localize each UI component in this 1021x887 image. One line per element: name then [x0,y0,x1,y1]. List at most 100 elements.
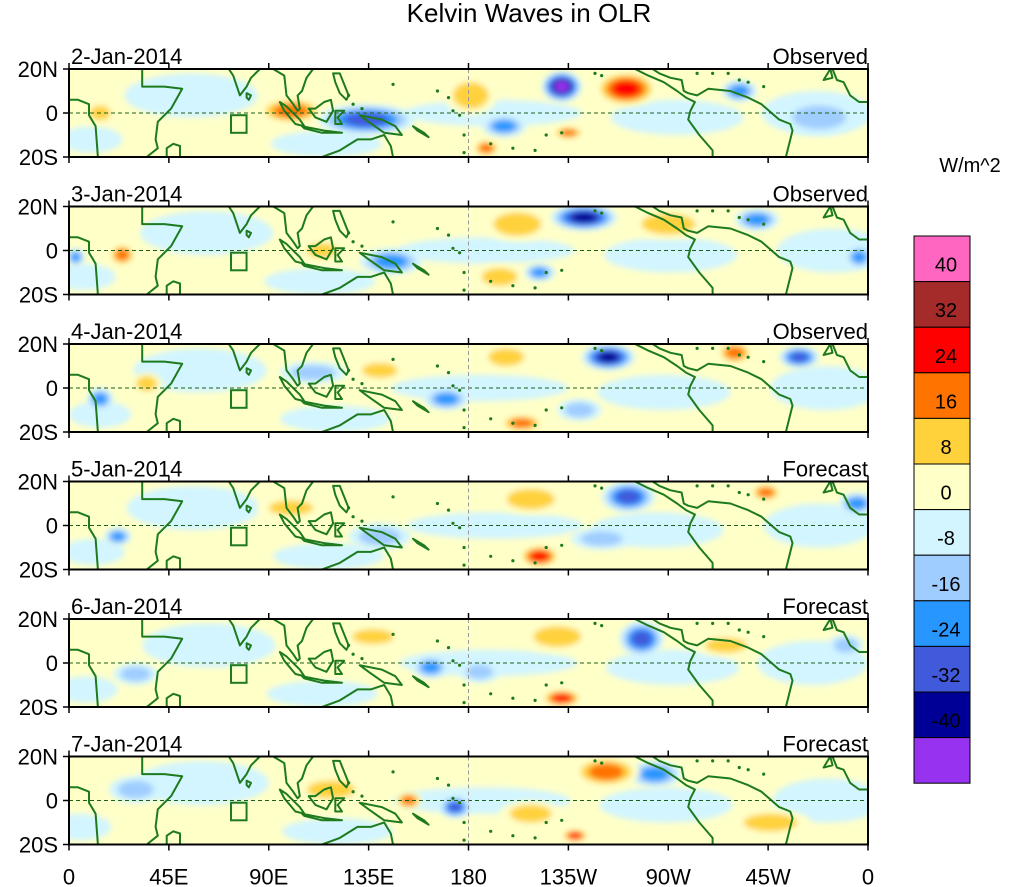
panel-label: Forecast [782,594,868,619]
colorbar-level: -16 [932,574,961,596]
island [391,495,395,499]
island [446,646,451,650]
coastline [334,109,346,125]
background-band [266,680,378,707]
island [462,838,466,842]
island [489,279,493,283]
colorbar-level: 16 [935,391,957,413]
coastline [634,344,794,432]
island [695,484,699,488]
island [351,102,355,106]
island [391,357,395,361]
coastline [321,409,394,432]
panel-label: Observed [773,44,868,69]
coastline [69,481,184,570]
background-band [279,405,391,432]
island [726,621,730,626]
lon-tick-label: 135W [540,865,598,887]
lon-tick-label: 135E [343,865,394,887]
coastline [272,756,315,800]
olr-anomaly [790,352,809,363]
coastline [301,537,343,547]
olr-anomaly [452,82,489,109]
olr-anomaly [358,527,401,546]
island [347,643,351,648]
coastline [227,344,261,372]
olr-anomaly [852,251,867,263]
island [391,632,395,637]
colorbar: W/m^2 40 32 24 16 8 0 -8 -16 -24 -32 -40 [913,155,1001,784]
island [737,215,741,220]
colorbar-swatch [913,737,971,784]
island [451,796,455,800]
coastline [334,247,346,263]
olr-anomaly [745,213,769,226]
island [560,131,564,135]
island [600,211,604,215]
colorbar-swatch [913,281,971,328]
olr-anomaly [570,212,597,223]
island [746,493,750,497]
panel-date: 3-Jan-2014 [71,182,182,207]
island [435,639,440,643]
background-band [69,401,132,428]
olr-anomaly [352,629,394,645]
coastline [165,280,181,295]
coastline [321,546,394,570]
island [544,270,548,275]
coastline [358,251,403,274]
island [726,71,730,75]
olr-anomaly [117,780,154,799]
coastline [245,92,252,101]
island [446,233,451,237]
olr-anomaly [506,488,555,510]
olr-anomaly [705,637,747,653]
panel-4: 20N 0 20S 5-Jan-2014 Forecast [18,457,869,583]
panel-date: 6-Jan-2014 [71,594,182,619]
olr-anomaly [533,626,582,647]
island [435,226,440,231]
island [533,148,537,152]
lat-label: 20S [19,145,58,170]
background-band [69,263,116,291]
island [544,545,548,550]
background-band [270,130,382,157]
background-band [133,348,267,393]
island [544,408,548,412]
olr-anomaly [631,630,652,647]
island [511,559,515,563]
background-band [69,676,118,703]
island [489,692,493,696]
olr-anomaly [597,352,619,363]
coastline [227,481,261,509]
lat-label: 20N [18,195,58,220]
coastline [69,69,184,157]
olr-anomaly [847,497,867,510]
coastline [412,262,430,276]
olr-anomaly [757,487,775,498]
island [600,486,604,490]
island [511,284,515,288]
olr-anomaly [115,249,130,261]
background-band [124,73,258,118]
island [560,681,564,685]
coastline [301,400,343,409]
island [711,759,715,763]
island [462,408,466,412]
coastline [301,125,343,134]
island [695,759,699,763]
region-box [230,389,248,409]
island [347,368,351,372]
olr-anomaly [641,213,696,235]
island [511,696,515,700]
lat-label: 20S [19,283,58,308]
island [489,142,493,146]
island [462,820,466,825]
coastline [412,537,430,551]
panel-date: 7-Jan-2014 [71,732,182,757]
olr-anomaly [466,664,494,680]
background-band [273,543,385,570]
panels: 20N 0 20S 2-Jan-2014 Observed 20N 0 20S 3-Jan-20… [18,44,869,858]
island [391,770,395,774]
island [726,346,730,350]
